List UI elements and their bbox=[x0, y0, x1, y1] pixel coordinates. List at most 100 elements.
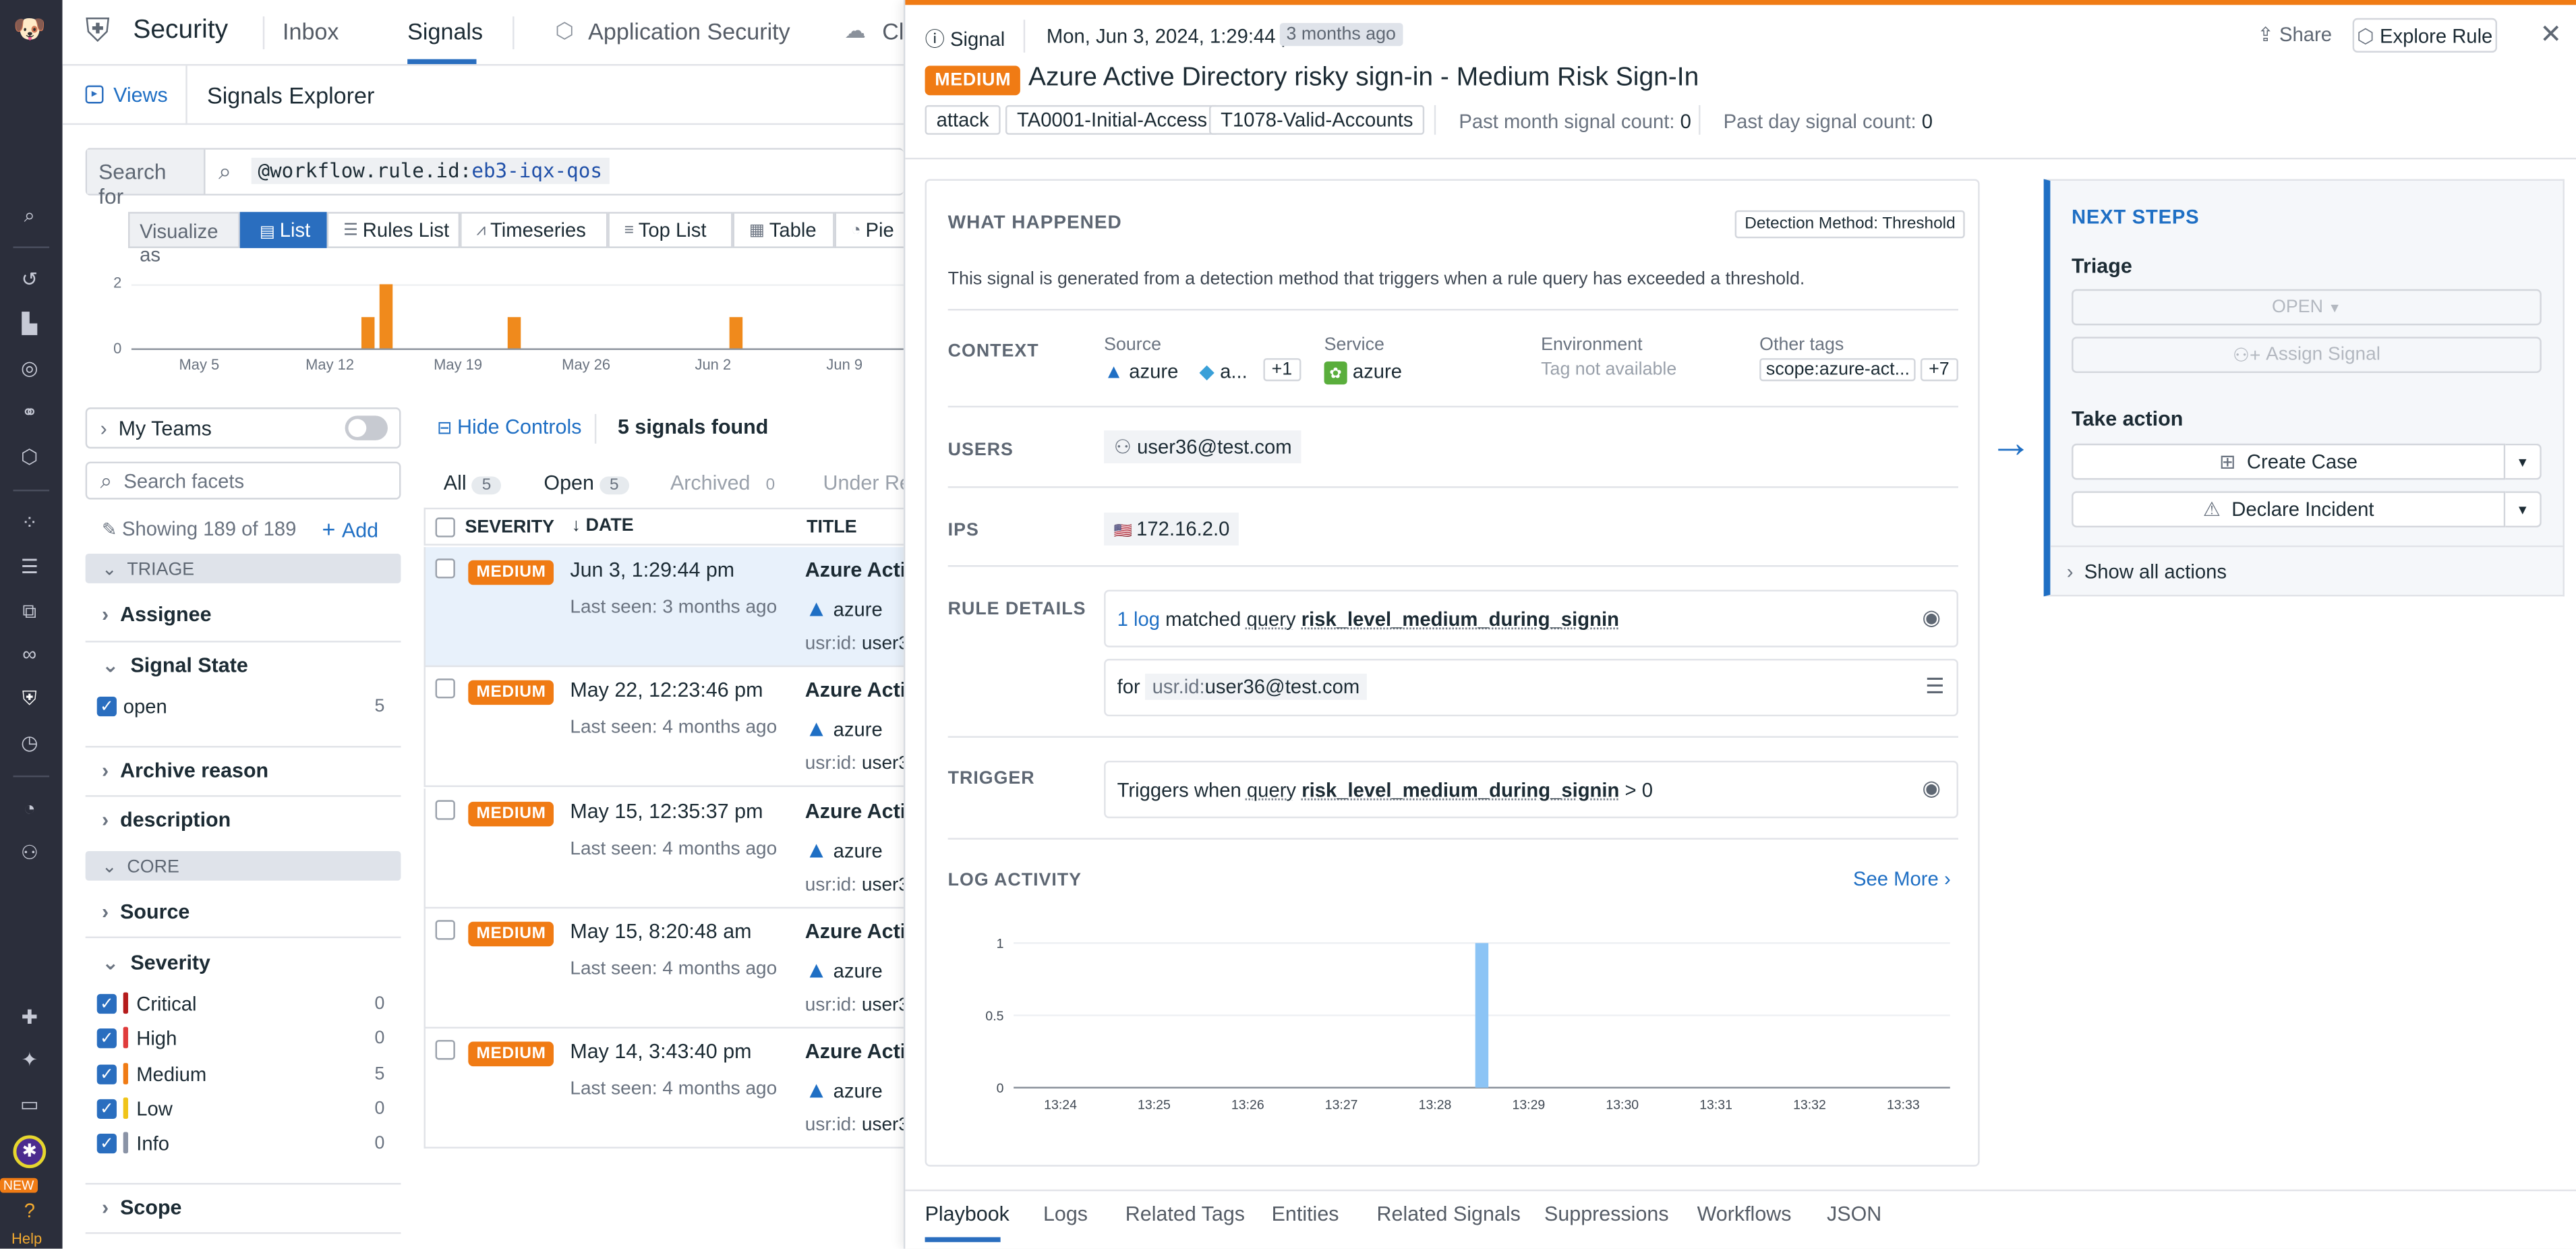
severity-checkbox[interactable]: ✓ bbox=[96, 1028, 117, 1049]
search-query[interactable]: @workflow.rule.id:eb3-iqx-qos bbox=[251, 157, 609, 184]
synthetics-icon[interactable]: ⚇ bbox=[20, 841, 38, 865]
other-tag[interactable]: scope:azure-act... bbox=[1759, 358, 1916, 382]
help-icon[interactable]: ? bbox=[24, 1199, 35, 1223]
table-row[interactable]: MEDIUM May 15, 8:20:48 am Last seen: 4 mon… bbox=[423, 908, 929, 1028]
facet-assignee[interactable]: › Assignee bbox=[102, 603, 212, 627]
col-title[interactable]: TITLE bbox=[807, 517, 857, 538]
show-all-actions[interactable]: › Show all actions bbox=[2066, 560, 2227, 583]
panel-tab[interactable]: Suppressions bbox=[1544, 1202, 1669, 1226]
panel-tab[interactable]: Workflows bbox=[1697, 1202, 1792, 1226]
facet-source[interactable]: › Source bbox=[102, 900, 190, 924]
source-azure[interactable]: ▲ azure bbox=[1104, 359, 1179, 383]
severity-checkbox[interactable]: ✓ bbox=[96, 993, 117, 1014]
severity-checkbox[interactable]: ✓ bbox=[96, 1099, 117, 1119]
panel-tab[interactable]: Logs bbox=[1043, 1202, 1088, 1226]
tab-signals[interactable]: Signals bbox=[407, 18, 484, 45]
filter-icon[interactable]: ☰ bbox=[1925, 673, 1945, 699]
table-row[interactable]: MEDIUM May 14, 3:43:40 pm Last seen: 4 mon… bbox=[423, 1028, 929, 1149]
tag-attack[interactable]: attack bbox=[925, 105, 1001, 135]
link-icon[interactable]: ∞ bbox=[22, 642, 37, 666]
eye-icon[interactable]: ◉ bbox=[1922, 604, 1941, 630]
sparkle-icon[interactable]: ✦ bbox=[21, 1048, 38, 1072]
panel-tab[interactable]: JSON bbox=[1827, 1202, 1882, 1226]
tag-initial-access[interactable]: TA0001-Initial-Access bbox=[1005, 105, 1219, 135]
table-row[interactable]: MEDIUM May 15, 12:35:37 pm Last seen: 4 mo… bbox=[423, 788, 929, 908]
assign-signal-button[interactable]: ⚇+ Assign Signal bbox=[2072, 337, 2542, 374]
row-checkbox[interactable] bbox=[435, 920, 455, 940]
row-checkbox[interactable] bbox=[435, 799, 455, 819]
panel-tab[interactable]: Entities bbox=[1271, 1202, 1339, 1226]
close-icon[interactable]: ✕ bbox=[2540, 21, 2563, 50]
search-bar[interactable]: Search for ⌕ @workflow.rule.id:eb3-iqx-q… bbox=[85, 148, 904, 208]
eye-icon[interactable]: ◉ bbox=[1922, 775, 1941, 801]
infrastructure-icon[interactable]: ⁘ bbox=[21, 511, 38, 534]
section-core[interactable]: ⌄ CORE bbox=[85, 850, 401, 881]
status-dropdown[interactable]: OPEN ▼ bbox=[2072, 289, 2542, 326]
status-tab-open[interactable]: Open 5 bbox=[544, 471, 629, 495]
see-more-link[interactable]: See More › bbox=[1853, 867, 1951, 891]
rum-icon[interactable]: ◷ bbox=[21, 731, 38, 755]
tab-application-security[interactable]: Application Security bbox=[588, 18, 790, 45]
ip-chip[interactable]: 🇺🇸 172.16.2.0 bbox=[1104, 513, 1239, 546]
datadog-logo-icon[interactable]: 🐶 bbox=[13, 16, 47, 45]
severity-checkbox[interactable]: ✓ bbox=[96, 1064, 117, 1084]
create-case-dropdown[interactable]: ▼ bbox=[2505, 443, 2542, 480]
source-more[interactable]: +1 bbox=[1263, 358, 1301, 382]
facet-archive-reason[interactable]: › Archive reason bbox=[102, 759, 269, 782]
row-checkbox[interactable] bbox=[435, 1040, 455, 1060]
search-icon[interactable]: ⌕ bbox=[24, 202, 36, 226]
facet-search-input[interactable]: ⌕ Search facets bbox=[85, 461, 401, 500]
history-icon[interactable]: ↺ bbox=[21, 268, 38, 291]
tab-cloud[interactable]: Cl bbox=[882, 18, 904, 45]
severity-checkbox[interactable]: ✓ bbox=[96, 1134, 117, 1154]
panel-tab[interactable]: Related Tags bbox=[1125, 1202, 1246, 1226]
gauge-icon[interactable]: ◔ bbox=[24, 796, 36, 820]
status-tab-under-review[interactable]: Under Re bbox=[823, 471, 911, 495]
viz-table[interactable]: ▦ Table bbox=[732, 212, 835, 248]
integrations-icon[interactable]: ⬡ bbox=[21, 445, 38, 469]
status-tab-archived[interactable]: Archived 0 bbox=[670, 471, 775, 495]
other-tags-more[interactable]: +7 bbox=[1920, 358, 1958, 382]
source-other[interactable]: ◆ a... bbox=[1199, 359, 1248, 383]
create-case-button[interactable]: ⊞ Create Case bbox=[2072, 443, 2506, 480]
share-button[interactable]: ⇪ Share bbox=[2257, 23, 2332, 47]
puzzle-icon[interactable]: ✚ bbox=[21, 1005, 38, 1029]
tab-inbox[interactable]: Inbox bbox=[283, 18, 339, 45]
logs-icon[interactable]: ☰ bbox=[20, 555, 38, 579]
views-button[interactable]: Views bbox=[113, 84, 168, 107]
table-row[interactable]: MEDIUM Jun 3, 1:29:44 pm Last seen: 3 mont… bbox=[423, 547, 929, 668]
tag-valid-accounts[interactable]: T1078-Valid-Accounts bbox=[1209, 105, 1425, 135]
facet-description[interactable]: › description bbox=[102, 808, 231, 832]
user-chip[interactable]: ⚇ user36@test.com bbox=[1104, 430, 1302, 464]
binoculars-icon[interactable]: ⚭ bbox=[21, 401, 38, 424]
explore-rule-button[interactable]: ⬡ Explore Rule bbox=[2352, 18, 2498, 53]
section-triage[interactable]: ⌄ TRIAGE bbox=[85, 553, 401, 583]
viz-list[interactable]: ▤ List bbox=[239, 212, 327, 248]
declare-incident-dropdown[interactable]: ▼ bbox=[2505, 491, 2542, 528]
row-checkbox[interactable] bbox=[435, 558, 455, 579]
col-severity[interactable]: SEVERITY bbox=[465, 517, 554, 538]
dashboard-icon[interactable]: ▙ bbox=[22, 312, 38, 335]
facet-signal-state[interactable]: ⌄ Signal State bbox=[102, 653, 248, 677]
service-azure[interactable]: ✿ azure bbox=[1324, 360, 1402, 385]
col-date[interactable]: ↓ DATE bbox=[571, 515, 634, 536]
security-icon[interactable]: ⛨ bbox=[22, 686, 37, 709]
select-all-checkbox[interactable] bbox=[435, 517, 455, 538]
status-tab-all[interactable]: All 5 bbox=[444, 471, 501, 495]
panel-tab[interactable]: Related Signals bbox=[1376, 1202, 1521, 1226]
hide-controls-button[interactable]: ⊟ Hide Controls bbox=[437, 415, 582, 439]
open-checkbox[interactable]: ✓ bbox=[96, 696, 117, 717]
viz-rules-list[interactable]: ☰ Rules List bbox=[326, 212, 461, 248]
user-avatar-icon[interactable]: ✱ bbox=[13, 1135, 47, 1169]
row-checkbox[interactable] bbox=[435, 678, 455, 699]
facet-scope[interactable]: › Scope bbox=[102, 1196, 182, 1219]
monitor-icon[interactable]: ◎ bbox=[21, 356, 38, 380]
apm-icon[interactable]: ⧉ bbox=[22, 598, 37, 622]
log-count-link[interactable]: 1 log bbox=[1117, 608, 1161, 631]
facet-severity[interactable]: ⌄ Severity bbox=[102, 951, 211, 975]
viz-top-list[interactable]: ≡ Top List bbox=[608, 212, 733, 248]
declare-incident-button[interactable]: ⚠ Declare Incident bbox=[2072, 491, 2506, 528]
viz-timeseries[interactable]: ⩘ Timeseries bbox=[460, 212, 608, 248]
my-teams-toggle[interactable] bbox=[345, 415, 388, 440]
viz-pie[interactable]: ◔ Pie bbox=[834, 212, 904, 248]
